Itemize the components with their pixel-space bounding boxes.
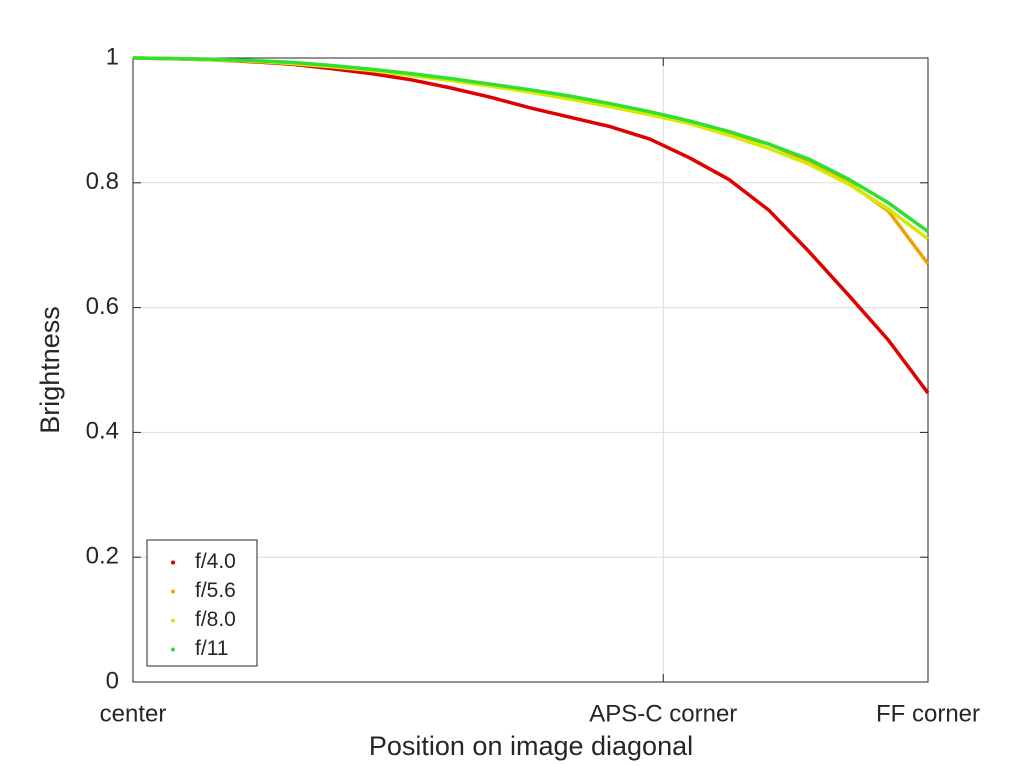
x-axis-label: Position on image diagonal [369,731,693,761]
y-tick-label: 1 [106,43,119,70]
y-tick-label: 0.6 [86,293,119,320]
y-axis-label: Brightness [35,306,65,434]
data-line [132,56,930,395]
legend-marker [171,618,175,623]
legend-label: f/4.0 [195,550,236,573]
x-tick-label: FF corner [876,700,980,727]
legend-marker [171,647,175,652]
y-tick-label: 0.8 [86,168,119,195]
legend-marker [171,560,175,565]
legend-label: f/5.6 [195,579,236,602]
y-tick-label: 0.2 [86,543,119,570]
y-tick-label: 0.4 [86,418,119,445]
legend-box [146,539,258,667]
data-line [132,56,930,241]
x-tick-label: center [100,700,167,727]
plot-frame [132,57,929,683]
y-tick-label: 0 [106,667,119,694]
legend-label: f/11 [195,637,228,660]
legend-label: f/8.0 [195,608,236,631]
data-line [132,56,930,233]
legend-marker [171,589,175,594]
x-tick-label: APS-C corner [589,700,737,727]
